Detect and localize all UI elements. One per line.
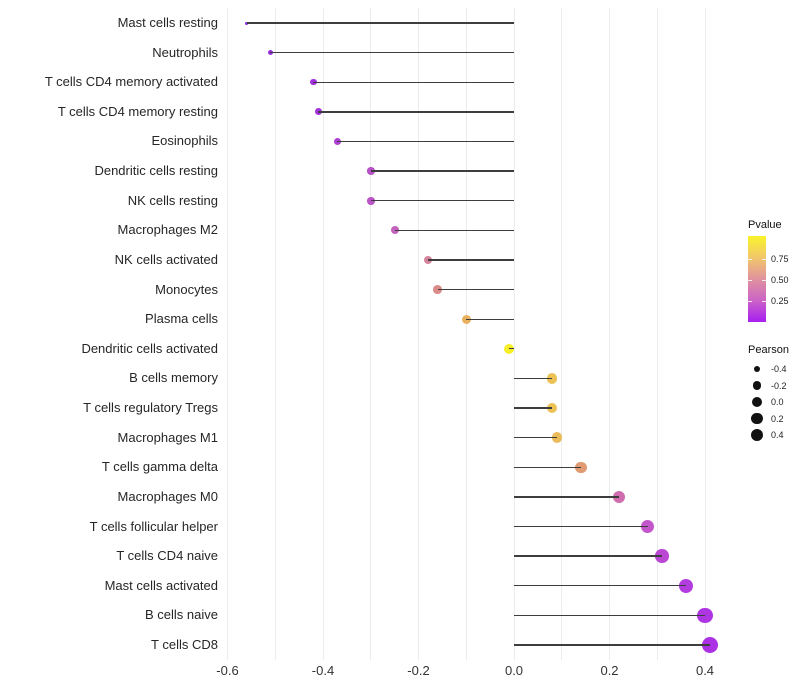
x-tick-label: 0.2 xyxy=(600,663,619,678)
pearson-size-dot xyxy=(753,365,761,373)
gridline xyxy=(609,8,610,660)
gridline xyxy=(465,8,467,660)
x-tick-label: -0.4 xyxy=(311,663,335,678)
gridline xyxy=(274,8,276,660)
stem-line xyxy=(337,140,514,143)
pearson-size-label: 0.4 xyxy=(771,430,784,440)
stem-line xyxy=(514,585,686,587)
stem-line xyxy=(270,51,514,54)
data-dot xyxy=(547,373,558,384)
pearson-size-dot xyxy=(751,412,763,425)
stem-line xyxy=(466,318,514,320)
stem-line xyxy=(318,111,514,113)
colorbar-tick xyxy=(762,301,766,302)
gridline xyxy=(513,8,515,660)
stem-line xyxy=(313,81,514,83)
colorbar-tick xyxy=(748,280,752,281)
colorbar-tick-label: 0.50 xyxy=(771,275,789,285)
stem-line xyxy=(514,496,620,498)
gridline xyxy=(704,8,706,660)
stem-line xyxy=(514,644,710,646)
data-dot xyxy=(366,196,375,205)
row-label: T cells regulatory Tregs xyxy=(83,400,218,416)
pearson-size-label: 0.2 xyxy=(771,413,784,424)
data-dot xyxy=(547,402,558,414)
colorbar-tick xyxy=(762,259,766,260)
stem-line xyxy=(437,288,514,291)
data-dot xyxy=(366,167,375,175)
pearson-size-dot xyxy=(752,397,762,407)
stem-line xyxy=(514,437,557,439)
pearson-size-label: 0.0 xyxy=(771,397,784,407)
row-label: Monocytes xyxy=(155,281,218,297)
pearson-legend-title: Pearson xyxy=(748,344,789,356)
row-label: Macrophages M0 xyxy=(117,488,218,504)
colorbar-tick xyxy=(748,301,752,302)
pearson-size-dot xyxy=(750,428,764,442)
stem-line xyxy=(514,407,553,409)
gridline xyxy=(656,8,658,660)
stem-line xyxy=(370,170,514,172)
pvalue-colorbar xyxy=(748,236,766,322)
colorbar-tick xyxy=(748,259,752,260)
data-dot xyxy=(701,636,718,653)
x-tick-label: -0.2 xyxy=(407,663,430,678)
stem-line xyxy=(394,229,514,231)
row-label: NK cells resting xyxy=(127,192,218,208)
stem-line xyxy=(514,466,581,468)
pearson-size-label: -0.2 xyxy=(771,380,787,391)
stem-line xyxy=(514,377,553,380)
row-label: B cells naive xyxy=(145,607,218,623)
row-label: Plasma cells xyxy=(145,311,218,327)
row-label: T cells gamma delta xyxy=(101,459,218,475)
row-label: T cells CD4 naive xyxy=(116,548,218,564)
stem-line xyxy=(246,22,514,24)
data-dot xyxy=(641,520,655,534)
stem-line xyxy=(514,614,705,617)
row-label: T cells follicular helper xyxy=(89,518,218,534)
row-label: Macrophages M2 xyxy=(117,222,218,238)
gridline xyxy=(227,8,228,660)
stem-line xyxy=(514,555,663,557)
stem-line xyxy=(370,200,514,202)
pearson-size-label: -0.4 xyxy=(771,364,787,374)
colorbar-tick-label: 0.25 xyxy=(771,296,789,306)
row-label: Neutrophils xyxy=(152,44,218,60)
row-label: B cells memory xyxy=(129,370,218,386)
x-tick-label: -0.6 xyxy=(216,663,239,678)
row-label: Mast cells resting xyxy=(117,15,218,30)
colorbar-tick xyxy=(762,280,766,281)
gridline xyxy=(561,8,563,660)
row-label: T cells CD4 memory resting xyxy=(57,103,218,119)
colorbar-tick-label: 0.75 xyxy=(771,254,789,264)
row-label: T cells CD8 xyxy=(151,636,218,652)
row-label: Macrophages M1 xyxy=(117,429,218,445)
stem-line xyxy=(509,348,514,350)
x-tick-label: 0.0 xyxy=(504,663,524,678)
stem-line xyxy=(514,525,648,528)
row-label: Mast cells activated xyxy=(104,577,218,593)
row-label: NK cells activated xyxy=(114,251,218,267)
stem-line xyxy=(428,259,514,261)
x-tick-label: 0.4 xyxy=(695,663,715,678)
pearson-size-dot xyxy=(752,381,762,390)
row-label: T cells CD4 memory activated xyxy=(44,74,218,90)
data-dot xyxy=(314,108,322,116)
row-label: Dendritic cells resting xyxy=(94,163,218,179)
gridline xyxy=(322,8,324,660)
data-dot xyxy=(423,255,433,265)
gridline xyxy=(370,8,372,660)
pvalue-legend-title: Pvalue xyxy=(748,219,782,231)
row-label: Eosinophils xyxy=(151,133,219,149)
gridline xyxy=(418,8,419,660)
row-label: Dendritic cells activated xyxy=(81,340,218,356)
